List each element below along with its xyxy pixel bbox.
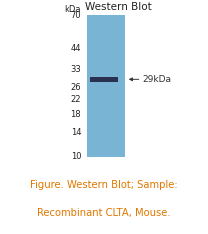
Text: Recombinant CLTA, Mouse.: Recombinant CLTA, Mouse.	[37, 208, 171, 218]
Text: kDa: kDa	[65, 5, 81, 14]
Text: 29kDa: 29kDa	[142, 75, 171, 84]
Text: Western Blot: Western Blot	[85, 2, 152, 12]
Text: 70: 70	[71, 11, 81, 20]
Text: 33: 33	[70, 66, 81, 74]
Bar	[90, 77, 118, 82]
Text: 14: 14	[71, 128, 81, 137]
Text: 18: 18	[71, 110, 81, 118]
Text: 26: 26	[71, 83, 81, 92]
Bar	[87, 15, 125, 157]
Text: 10: 10	[71, 152, 81, 161]
Text: Figure. Western Blot; Sample:: Figure. Western Blot; Sample:	[30, 180, 178, 190]
Text: 22: 22	[71, 95, 81, 104]
Text: 44: 44	[71, 44, 81, 54]
